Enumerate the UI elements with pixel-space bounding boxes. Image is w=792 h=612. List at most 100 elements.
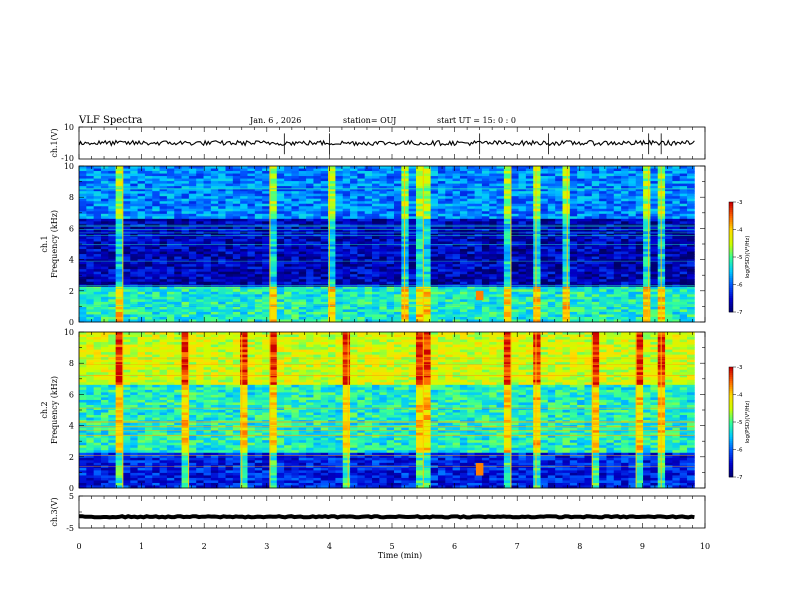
spectrogram-cell <box>313 221 322 225</box>
spectrogram-cell <box>276 218 285 222</box>
spectrogram-cell <box>621 259 629 263</box>
spectrogram-cell <box>122 309 131 313</box>
spectrogram-cell <box>372 249 380 252</box>
spectrogram-cell <box>613 296 622 300</box>
spectrogram-cell <box>130 241 139 245</box>
spectrogram-cell <box>591 309 600 313</box>
spectrogram-cell <box>269 309 278 313</box>
spectrogram-cell <box>262 236 270 240</box>
spectrogram-cell <box>342 296 351 300</box>
spectrogram-cell <box>372 279 380 283</box>
spectrogram-cell <box>401 208 410 212</box>
spectrogram-cell <box>86 261 95 265</box>
spectrogram-cell <box>291 188 300 192</box>
spectrogram-cell <box>430 249 439 252</box>
spectrogram-cell <box>437 294 446 298</box>
spectrogram-cell <box>240 246 248 250</box>
spectrogram-cell <box>467 216 475 220</box>
spectrogram-cell <box>533 176 541 179</box>
spectrogram-cell <box>210 221 219 225</box>
spectrogram-cell <box>423 306 432 310</box>
spectrogram-cell <box>635 249 644 252</box>
spectrogram-cell <box>635 274 644 278</box>
spectrogram-cell <box>247 206 256 210</box>
spectrogram-cell <box>313 309 322 313</box>
spectrogram-cell <box>481 206 490 210</box>
spectrogram-cell <box>166 218 175 222</box>
spectrogram-cell <box>379 299 388 303</box>
spectrogram-cell <box>665 208 673 212</box>
spectrogram-cell <box>306 236 314 240</box>
spectrogram-cell <box>679 249 688 252</box>
spectrogram-cell <box>225 208 234 212</box>
spectrogram-cell <box>100 276 109 280</box>
spectrogram-cell <box>372 271 380 275</box>
spectrogram-cell <box>445 228 454 232</box>
spectrogram-cell <box>93 244 102 247</box>
spectrogram-cell <box>518 198 527 202</box>
spectrogram-cell <box>555 173 563 177</box>
spectrogram-cell <box>386 181 395 185</box>
spectrogram-cell <box>328 198 336 202</box>
spectrogram-cell <box>650 266 659 270</box>
spectrogram-cell <box>481 228 490 232</box>
spectrogram-cell <box>350 221 358 225</box>
spectrogram-cell <box>93 171 102 174</box>
spectrogram-cell <box>166 213 175 217</box>
spectrogram-cell <box>584 226 593 230</box>
spectrogram-cell <box>474 218 483 222</box>
spectrogram-cell <box>533 269 541 273</box>
spectrogram-cell <box>291 281 300 285</box>
spectrogram-cell <box>313 299 322 303</box>
spectrogram-cell <box>650 178 659 182</box>
spectrogram-cell <box>93 241 102 245</box>
spectrogram-cell <box>86 251 95 255</box>
spectrogram-cell <box>643 171 651 174</box>
spectrogram-cell <box>679 259 688 263</box>
spectrogram-cell <box>481 211 490 215</box>
spectrogram-cell <box>247 276 256 280</box>
spectrogram-cell <box>100 259 109 263</box>
spectrogram-cell <box>386 208 395 212</box>
spectrogram-cell <box>489 306 497 310</box>
spectrogram-cell <box>613 181 622 185</box>
spectrogram-cell <box>569 193 578 197</box>
spectrogram-cell <box>152 261 160 265</box>
spectrogram-cell <box>342 246 351 250</box>
spectrogram-cell <box>342 201 351 205</box>
spectrogram-cell <box>130 238 139 242</box>
spectrogram-cell <box>144 226 153 230</box>
spectrogram-cell <box>423 211 432 215</box>
spectrogram-cell <box>181 191 190 195</box>
spectrogram-cell <box>591 183 600 187</box>
spectrogram-cell <box>298 274 307 278</box>
spectrogram-cell <box>350 216 358 220</box>
spectrogram-cell <box>181 171 190 174</box>
spectrogram-cell <box>115 171 124 174</box>
spectrogram-cell <box>643 254 651 257</box>
spectrogram-cell <box>137 226 146 230</box>
spectrogram-cell <box>533 226 541 230</box>
spectrogram-cell <box>577 236 585 240</box>
spectrogram-cell <box>496 274 505 278</box>
spectrogram-cell <box>386 176 395 179</box>
spectrogram-cell <box>313 261 322 265</box>
spectrogram-cell <box>445 168 454 172</box>
spectrogram-cell <box>291 168 300 172</box>
spectrogram-cell <box>93 218 102 222</box>
spectrogram-cell <box>232 238 241 242</box>
spectrogram-cell <box>672 191 681 195</box>
spectrogram-cell <box>203 188 212 192</box>
spectrogram-cell <box>218 198 226 202</box>
spectrogram-cell <box>518 196 527 200</box>
spectrogram-cell <box>320 236 329 240</box>
spectrogram-cell <box>503 244 512 247</box>
spectrogram-cell <box>122 188 131 192</box>
spectrogram-cell <box>210 218 219 222</box>
spectrogram-cell <box>291 211 300 215</box>
spectrogram-cell <box>503 183 512 187</box>
spectrogram-cell <box>130 183 139 187</box>
spectrogram-cell <box>540 289 549 293</box>
spectrogram-cell <box>262 226 270 230</box>
spectrogram-cell <box>386 206 395 210</box>
